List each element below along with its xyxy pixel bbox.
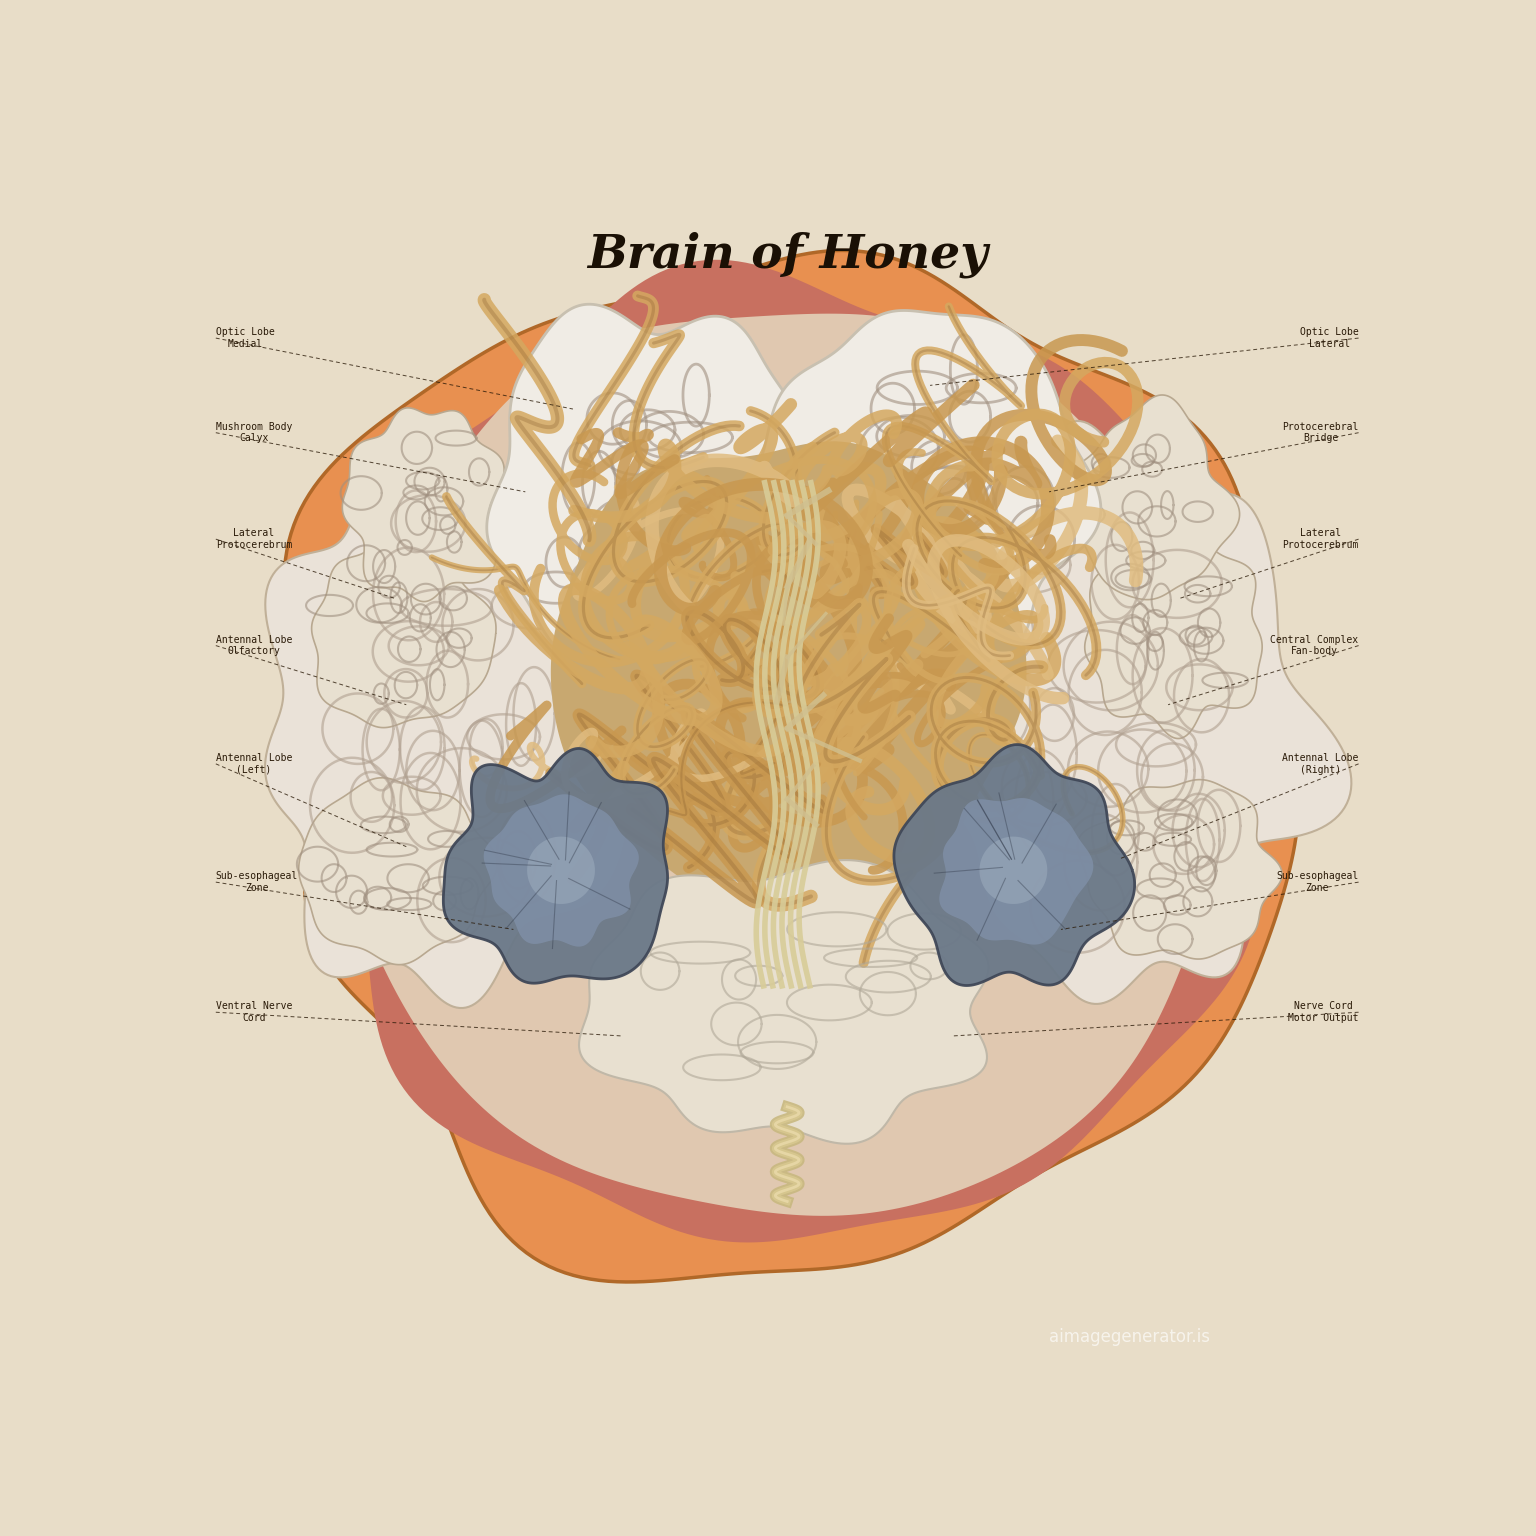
Polygon shape xyxy=(444,748,668,983)
Text: aimagegenerator.is: aimagegenerator.is xyxy=(1049,1327,1210,1346)
Text: Mushroom Body
Calyx: Mushroom Body Calyx xyxy=(215,422,292,444)
Text: Antennal Lobe
(Left): Antennal Lobe (Left) xyxy=(215,753,292,774)
Polygon shape xyxy=(527,837,594,905)
Polygon shape xyxy=(332,313,1247,1217)
Polygon shape xyxy=(940,799,1094,945)
Text: Ventral Nerve
Cord: Ventral Nerve Cord xyxy=(215,1001,292,1023)
Polygon shape xyxy=(894,745,1135,986)
Text: Lateral
Protocerebrum: Lateral Protocerebrum xyxy=(215,528,292,550)
Polygon shape xyxy=(579,860,988,1144)
Polygon shape xyxy=(266,455,642,1008)
Text: Central Complex
Fan-body: Central Complex Fan-body xyxy=(1270,634,1359,656)
Polygon shape xyxy=(1077,780,1283,958)
Polygon shape xyxy=(750,310,1101,690)
Polygon shape xyxy=(487,304,820,682)
Polygon shape xyxy=(1066,395,1240,599)
Polygon shape xyxy=(298,777,498,965)
Polygon shape xyxy=(301,260,1260,1243)
Text: Brain of Honey: Brain of Honey xyxy=(587,232,988,278)
Polygon shape xyxy=(980,837,1048,905)
Polygon shape xyxy=(312,524,496,728)
Text: Antennal Lobe
(Right): Antennal Lobe (Right) xyxy=(1283,753,1359,774)
Text: Lateral
Protocerebrum: Lateral Protocerebrum xyxy=(1283,528,1359,550)
Polygon shape xyxy=(922,421,1352,1005)
Polygon shape xyxy=(1084,541,1263,739)
Text: Sub-esophageal
Zone: Sub-esophageal Zone xyxy=(215,871,298,892)
Text: Nerve Cord
Motor Output: Nerve Cord Motor Output xyxy=(1289,1001,1359,1023)
Text: Protocerebral
Bridge: Protocerebral Bridge xyxy=(1283,422,1359,444)
Polygon shape xyxy=(551,441,1026,900)
Polygon shape xyxy=(284,250,1299,1283)
Text: Sub-esophageal
Zone: Sub-esophageal Zone xyxy=(1276,871,1359,892)
Polygon shape xyxy=(484,794,639,946)
Text: Optic Lobe
Lateral: Optic Lobe Lateral xyxy=(1299,327,1359,349)
Polygon shape xyxy=(343,409,504,602)
Text: Antennal Lobe
Olfactory: Antennal Lobe Olfactory xyxy=(215,634,292,656)
Text: Optic Lobe
Medial: Optic Lobe Medial xyxy=(215,327,275,349)
